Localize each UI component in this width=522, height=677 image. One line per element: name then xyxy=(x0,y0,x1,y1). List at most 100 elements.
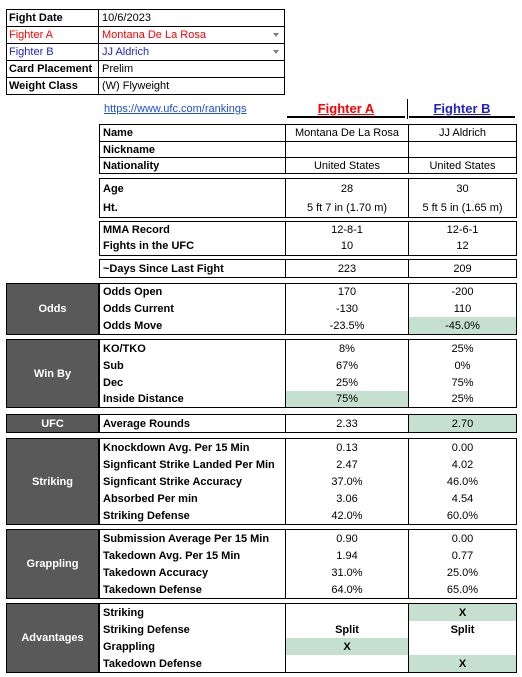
row-label: Average Rounds xyxy=(103,417,191,430)
row-label: Striking Defense xyxy=(103,509,190,522)
fighter-b-value: X xyxy=(458,606,467,619)
fighter-b-value: 46.0% xyxy=(446,475,479,488)
fighter-a-value: 64.0% xyxy=(331,583,363,596)
highlight-cell xyxy=(286,391,408,407)
fighter-b-value: 209 xyxy=(453,262,472,275)
grappling-category: Grappling xyxy=(6,529,99,599)
row-label: Odds Move xyxy=(103,319,163,332)
fight-date-value[interactable]: 10/6/2023 xyxy=(102,11,151,24)
fighter-a-value: Montana De La Rosa xyxy=(295,127,399,139)
row-label: Sub xyxy=(103,359,124,372)
fighter-b-select[interactable]: JJ Aldrich xyxy=(102,45,150,58)
fighter-a-value: -23.5% xyxy=(329,319,365,332)
row-label: Nationality xyxy=(103,160,160,172)
fighter-b-value: 110 xyxy=(453,302,472,315)
fighter-a-value xyxy=(286,604,408,621)
fighter-a-value: 12-8-1 xyxy=(331,224,363,236)
fighter-b-value: 25% xyxy=(451,342,474,355)
fighter-a-value: 28 xyxy=(340,182,354,195)
highlight-cell xyxy=(286,638,408,655)
fighter-a-value: 0.90 xyxy=(336,532,358,545)
fighter-a-header: Fighter A xyxy=(287,100,405,118)
dropdown-arrow-icon[interactable] xyxy=(273,33,279,37)
odds-category: Odds xyxy=(6,283,99,335)
fighter-a-select[interactable]: Montana De La Rosa xyxy=(102,28,206,41)
fighter-b-value: 4.02 xyxy=(451,458,474,471)
fighter-b-value: 75% xyxy=(451,376,474,389)
fighter-b-value: 25% xyxy=(451,393,474,405)
card-placement-label: Card Placement xyxy=(9,62,93,75)
row-label: Name xyxy=(103,127,133,139)
row-label: Odds Open xyxy=(103,286,163,298)
fighter-b-value: 2.70 xyxy=(451,417,474,430)
fighter-a-value: 3.06 xyxy=(336,492,358,505)
fight-date-label: Fight Date xyxy=(9,11,63,24)
fighter-b-value: 4.54 xyxy=(451,492,474,505)
row-label: MMA Record xyxy=(103,224,170,236)
row-label: Striking Defense xyxy=(103,623,190,636)
row-label: Takedown Avg. Per 15 Min xyxy=(103,549,241,562)
row-label: Takedown Accuracy xyxy=(103,566,209,579)
card-placement-value[interactable]: Prelim xyxy=(102,62,134,75)
highlight-cell xyxy=(409,655,516,672)
rankings-link[interactable]: https://www.ufc.com/rankings xyxy=(104,103,247,115)
highlight-cell xyxy=(409,415,516,432)
fighter-b-value: 0.77 xyxy=(451,549,474,562)
fighter-a-value: 10 xyxy=(340,240,354,252)
fighter-b-value: United States xyxy=(429,160,496,172)
advantages-category: Advantages xyxy=(6,603,99,673)
fighter-b-value: 0.00 xyxy=(451,441,474,454)
fighter-b-label: Fighter B xyxy=(9,45,54,58)
fighter-a-value: 67% xyxy=(335,359,359,372)
fighter-a-value: 42.0% xyxy=(331,509,363,522)
fighter-b-value xyxy=(409,142,516,157)
fighter-a-value: 25% xyxy=(335,376,359,389)
fighter-a-value: X xyxy=(343,640,351,653)
row-label: Ht. xyxy=(103,201,118,214)
row-label: Absorbed Per min xyxy=(103,492,198,505)
striking-category: Striking xyxy=(6,438,99,525)
fighter-b-value: 60.0% xyxy=(446,509,479,522)
row-label: Grappling xyxy=(103,640,155,653)
fighter-b-value: 65.0% xyxy=(446,583,479,596)
highlight-cell xyxy=(409,317,516,334)
fighter-b-value: Split xyxy=(450,623,475,636)
weight-class-value[interactable]: (W) Flyweight xyxy=(102,80,170,92)
row-label: ~Days Since Last Fight xyxy=(103,262,224,275)
fighter-a-value: 2.47 xyxy=(336,458,358,471)
row-label: Age xyxy=(103,182,124,195)
fighter-b-value: 30 xyxy=(456,182,469,195)
fighter-b-value: 12-6-1 xyxy=(446,224,479,236)
row-label: Knockdown Avg. Per 15 Min xyxy=(103,441,250,454)
fighter-a-value: 0.13 xyxy=(336,441,358,454)
fighter-a-value: 1.94 xyxy=(336,549,358,562)
row-label: Dec xyxy=(103,376,124,389)
row-label: KO/TKO xyxy=(103,342,146,355)
fighter-b-value: -45.0% xyxy=(445,319,480,332)
fighter-a-value xyxy=(286,142,408,157)
fighter-a-value xyxy=(286,655,408,672)
ufc-category: UFC xyxy=(6,414,99,433)
fighter-a-value: United States xyxy=(313,160,381,172)
fighter-a-value: 31.0% xyxy=(331,566,363,579)
fighter-a-value: 37.0% xyxy=(331,475,363,488)
fighter-b-value: JJ Aldrich xyxy=(438,127,487,139)
winby-category: Win By xyxy=(6,339,99,408)
fighter-b-value xyxy=(409,638,516,655)
row-label: Fights in the UFC xyxy=(103,240,195,252)
row-label: Signficant Strike Accuracy xyxy=(103,475,242,488)
fighter-a-value: 8% xyxy=(339,342,355,355)
row-label: Striking xyxy=(103,606,144,619)
weight-class-label: Weight Class xyxy=(9,80,78,92)
fighter-a-value: 75% xyxy=(335,393,359,405)
fighter-b-header: Fighter B xyxy=(409,100,515,118)
fighter-b-value: 0.00 xyxy=(451,532,474,545)
fighter-a-value: 223 xyxy=(337,262,357,275)
row-label: Odds Current xyxy=(103,302,174,315)
row-label: Nickname xyxy=(103,143,155,156)
row-label: Submission Average Per 15 Min xyxy=(103,532,270,545)
fighter-b-value: 5 ft 5 in (1.65 m) xyxy=(422,201,503,214)
fighter-a-label: Fighter A xyxy=(9,28,54,41)
dropdown-arrow-icon[interactable] xyxy=(273,50,279,54)
row-label: Inside Distance xyxy=(103,393,184,405)
